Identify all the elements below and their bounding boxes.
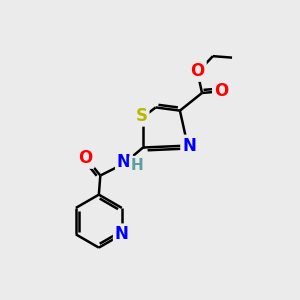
- Text: N: N: [115, 225, 129, 243]
- Text: O: O: [214, 82, 228, 100]
- Text: O: O: [190, 62, 205, 80]
- Text: H: H: [131, 158, 143, 173]
- Text: O: O: [79, 149, 93, 167]
- Text: S: S: [136, 107, 148, 125]
- Text: N: N: [182, 136, 196, 154]
- Text: N: N: [117, 153, 131, 171]
